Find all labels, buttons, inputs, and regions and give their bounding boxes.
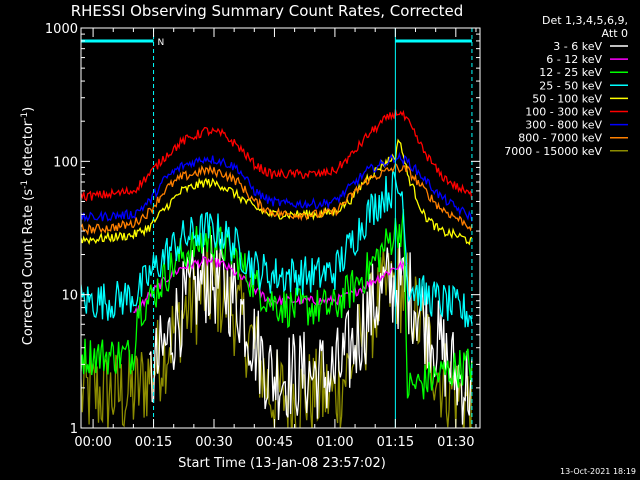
plot-frame bbox=[80, 27, 481, 429]
chart-title: RHESSI Observing Summary Count Rates, Co… bbox=[71, 2, 464, 20]
y-axis-label-end: ) bbox=[21, 107, 36, 112]
x-tick-label: 00:15 bbox=[135, 435, 172, 450]
series-layer bbox=[81, 109, 473, 428]
y-axis-label-main: Corrected Count Rate (s bbox=[21, 189, 36, 346]
x-tick-label: 01:00 bbox=[316, 435, 353, 450]
legend-label-8: 7000 - 15000 keV bbox=[504, 145, 602, 158]
y-tick-label: 100 bbox=[53, 155, 78, 170]
x-axis: 00:00 00:15 00:30 00:45 01:00 01:15 01:30 bbox=[74, 28, 477, 450]
x-tick-label: 01:30 bbox=[437, 435, 474, 450]
series-line-6 bbox=[81, 151, 473, 223]
series-line-7 bbox=[81, 162, 473, 236]
x-tick-label: 00:00 bbox=[74, 435, 111, 450]
legend-label-0: 3 - 6 keV bbox=[553, 40, 602, 53]
legend-label-2: 12 - 25 keV bbox=[539, 66, 602, 79]
series-line-3 bbox=[81, 169, 473, 328]
timestamp: 13-Oct-2021 18:19 bbox=[560, 467, 636, 476]
y-tick-label: 1 bbox=[70, 422, 78, 437]
legend-label-7: 800 - 7000 keV bbox=[518, 132, 602, 145]
markers-layer: N bbox=[81, 28, 473, 428]
series-line-2 bbox=[81, 208, 473, 400]
y-tick-label: 1000 bbox=[45, 22, 78, 37]
y-axis: 1 10 100 1000 bbox=[45, 22, 480, 437]
legend-label-5: 100 - 300 keV bbox=[525, 106, 602, 119]
legend-label-4: 50 - 100 keV bbox=[532, 92, 602, 105]
y-axis-label-mid: detector bbox=[21, 120, 36, 180]
legend-header-line2: Att 0 bbox=[602, 27, 628, 40]
y-axis-label-exp2: -1 bbox=[20, 112, 30, 121]
legend-label-3: 25 - 50 keV bbox=[539, 79, 602, 92]
x-tick-label: 01:15 bbox=[377, 435, 414, 450]
legend-header-line1: Det 1,3,4,5,6,9, bbox=[542, 14, 628, 27]
legend-label-1: 6 - 12 keV bbox=[546, 53, 602, 66]
y-tick-label: 10 bbox=[61, 289, 78, 304]
y-axis-label-exp1: -1 bbox=[20, 180, 30, 189]
x-tick-label: 00:45 bbox=[256, 435, 293, 450]
legend-label-6: 300 - 800 keV bbox=[525, 119, 602, 132]
x-tick-label: 00:30 bbox=[195, 435, 232, 450]
series-line-5 bbox=[81, 109, 473, 202]
night-marker-label: N bbox=[158, 38, 165, 48]
x-axis-label: Start Time (13-Jan-08 23:57:02) bbox=[178, 456, 386, 471]
y-axis-label: Corrected Count Rate (s-1 detector-1) bbox=[20, 107, 36, 345]
